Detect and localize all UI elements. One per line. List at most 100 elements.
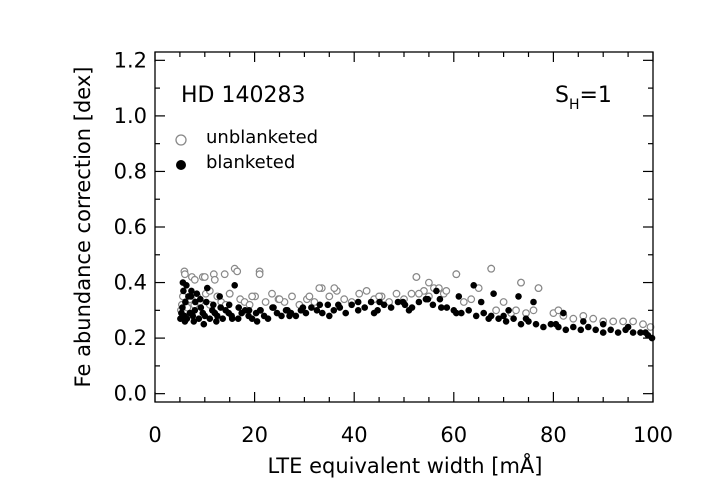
blanketed-point bbox=[217, 304, 224, 311]
blanketed-point bbox=[485, 315, 493, 323]
unblanketed-point bbox=[529, 306, 538, 315]
blanketed-point bbox=[522, 315, 530, 323]
blanketed-point bbox=[216, 293, 223, 300]
blanketed-point bbox=[231, 282, 238, 289]
blanketed-point bbox=[228, 315, 236, 323]
blanketed-point bbox=[181, 318, 189, 325]
unblanketed-point bbox=[310, 298, 319, 306]
blanketed-point bbox=[201, 312, 209, 320]
blanketed-point bbox=[433, 287, 440, 295]
legend-unblanketed-marker bbox=[175, 134, 187, 146]
legend-unblanketed-label: unblanketed bbox=[206, 127, 318, 148]
blanketed-point bbox=[405, 307, 413, 314]
unblanketed-point bbox=[407, 289, 416, 298]
blanketed-point bbox=[614, 329, 622, 336]
blanketed-point bbox=[465, 307, 473, 314]
blanketed-point bbox=[490, 290, 497, 298]
blanketed-point bbox=[188, 287, 195, 295]
unblanketed-point bbox=[392, 289, 401, 298]
blanketed-point bbox=[253, 318, 261, 325]
legend: unblanketed blanketed bbox=[175, 127, 318, 173]
x-tick-label: 100 bbox=[633, 423, 673, 447]
unblanketed-point bbox=[268, 289, 276, 298]
blanketed-point bbox=[577, 326, 585, 334]
y-tick-label: 0.2 bbox=[114, 326, 147, 350]
y-tick-label: 0.4 bbox=[114, 271, 147, 295]
blanketed-point bbox=[477, 298, 485, 306]
blanketed-point bbox=[192, 298, 199, 306]
unblanketed-point bbox=[425, 278, 433, 287]
axes-layer: 0 20 40 60 80 100 0.0 0.2 0.4 0.6 0.8 1.0 1.2 bbox=[114, 48, 673, 447]
blanketed-point bbox=[399, 298, 407, 306]
unblanketed-point bbox=[255, 270, 264, 279]
blanketed-point bbox=[214, 312, 221, 320]
blanketed-point bbox=[330, 307, 338, 314]
unblanketed-point bbox=[487, 264, 496, 273]
blanketed-point bbox=[592, 326, 599, 334]
blanketed-point bbox=[470, 282, 478, 289]
unblanketed-point bbox=[220, 270, 229, 279]
unblanketed-point bbox=[499, 298, 508, 306]
unblanketed-point bbox=[210, 275, 219, 284]
unblanketed-point bbox=[225, 289, 234, 298]
blanketed-point bbox=[510, 315, 517, 323]
blanketed-point bbox=[361, 304, 369, 311]
blanketed-point bbox=[204, 284, 211, 292]
blanketed-point bbox=[637, 329, 644, 336]
blanketed-point bbox=[197, 295, 204, 303]
object-label: HD 140283 bbox=[181, 83, 305, 108]
x-tick-label: 20 bbox=[241, 423, 268, 447]
sh-label-subscript: H bbox=[569, 97, 580, 113]
blanketed-point bbox=[191, 307, 199, 314]
blanketed-point bbox=[213, 318, 220, 325]
blanketed-point bbox=[210, 301, 217, 309]
blanketed-point bbox=[585, 323, 592, 331]
blanketed-point bbox=[415, 298, 423, 306]
blanketed-point bbox=[480, 309, 488, 317]
blanketed-point bbox=[225, 301, 233, 309]
blanketed-point bbox=[376, 298, 383, 306]
unblanketed-point bbox=[589, 314, 598, 323]
blanketed-point bbox=[443, 304, 451, 311]
blanketed-point bbox=[234, 315, 242, 323]
blanketed-point bbox=[560, 309, 567, 317]
blanketed-point bbox=[179, 304, 186, 311]
y-axis-title: Fe abundance correction [dex] bbox=[71, 67, 95, 388]
unblanketed-point bbox=[362, 287, 371, 295]
unblanketed-point bbox=[517, 278, 525, 287]
blanketed-point bbox=[429, 301, 437, 309]
blanketed-point bbox=[472, 312, 480, 320]
blanketed-point bbox=[335, 301, 342, 309]
blanketed-point bbox=[562, 326, 570, 334]
blanketed-point bbox=[458, 309, 465, 317]
blanketed-point bbox=[302, 309, 310, 317]
blanketed-point bbox=[219, 315, 226, 323]
blanketed-point bbox=[189, 312, 197, 320]
blanketed-point bbox=[286, 312, 293, 320]
blanketed-point bbox=[515, 293, 522, 300]
unblanketed-point bbox=[512, 306, 520, 315]
x-tick-label: 60 bbox=[440, 423, 467, 447]
blanketed-point bbox=[319, 309, 326, 317]
x-tick-label: 40 bbox=[341, 423, 368, 447]
blanketed-point bbox=[580, 318, 587, 325]
unblanketed-point bbox=[415, 289, 423, 298]
blanketed-point bbox=[599, 329, 607, 336]
y-tick-label: 0.6 bbox=[114, 215, 147, 239]
blanketed-point bbox=[195, 315, 203, 323]
unblanketed-point bbox=[275, 295, 284, 304]
blanketed-point bbox=[517, 320, 525, 328]
blanketed-point bbox=[257, 307, 264, 314]
blanketed-point bbox=[264, 315, 272, 323]
unblanketed-point bbox=[459, 298, 468, 306]
unblanketed-point bbox=[609, 317, 618, 326]
blanketed-point bbox=[316, 301, 324, 309]
blanketed-point bbox=[348, 301, 356, 309]
blanketed-point bbox=[455, 293, 463, 300]
unblanketed-point bbox=[639, 320, 647, 329]
legend-blanketed-marker bbox=[176, 160, 186, 170]
blanketed-point bbox=[193, 290, 201, 298]
y-tick-label: 0.0 bbox=[114, 382, 147, 406]
blanketed-point bbox=[500, 312, 507, 320]
